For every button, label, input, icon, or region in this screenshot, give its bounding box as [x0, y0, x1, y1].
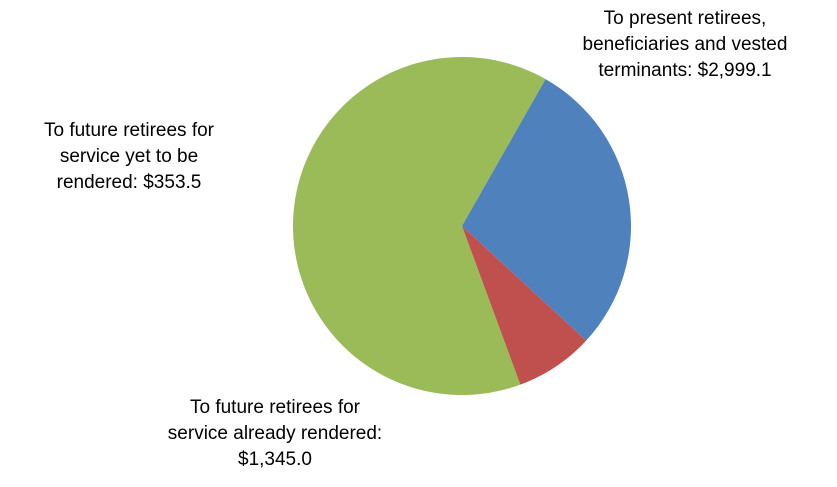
- pie-slice-0: [293, 57, 546, 396]
- label-line: service yet to be: [59, 146, 199, 167]
- label-line: To future retirees for: [43, 120, 215, 141]
- pie-slice-2: [462, 226, 587, 385]
- slice-label-future-retirees-already-rendered: To future retirees for service already r…: [140, 395, 410, 473]
- label-line: service already rendered:: [167, 423, 383, 444]
- slice-label-future-retirees-yet-to-be-rendered: To future retirees for service yet to be…: [2, 118, 256, 196]
- label-line: beneficiaries and vested: [582, 34, 788, 55]
- pie-slice-1: [462, 79, 631, 341]
- label-line: terminants: $2,999.1: [598, 60, 772, 81]
- label-line: $1,345.0: [238, 449, 312, 470]
- slice-label-present-retirees: To present retirees, beneficiaries and v…: [540, 6, 830, 84]
- label-line: To present retirees,: [603, 8, 767, 29]
- label-line: rendered: $353.5: [56, 172, 202, 193]
- label-line: To future retirees for: [189, 397, 361, 418]
- pie-slices: [293, 57, 631, 396]
